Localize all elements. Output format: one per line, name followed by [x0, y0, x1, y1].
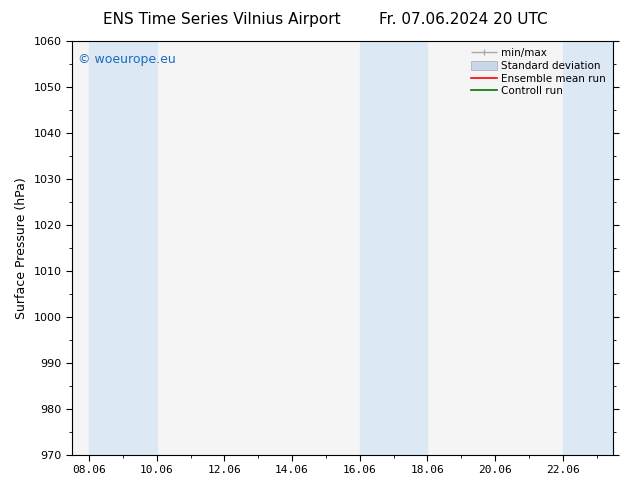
Bar [563, 41, 630, 455]
Text: ENS Time Series Vilnius Airport: ENS Time Series Vilnius Airport [103, 12, 340, 27]
Y-axis label: Surface Pressure (hPa): Surface Pressure (hPa) [15, 177, 28, 318]
Text: © woeurope.eu: © woeurope.eu [77, 53, 175, 67]
Legend: min/max, Standard deviation, Ensemble mean run, Controll run: min/max, Standard deviation, Ensemble me… [469, 46, 608, 98]
Text: Fr. 07.06.2024 20 UTC: Fr. 07.06.2024 20 UTC [378, 12, 547, 27]
Bar [359, 41, 427, 455]
Bar [89, 41, 157, 455]
